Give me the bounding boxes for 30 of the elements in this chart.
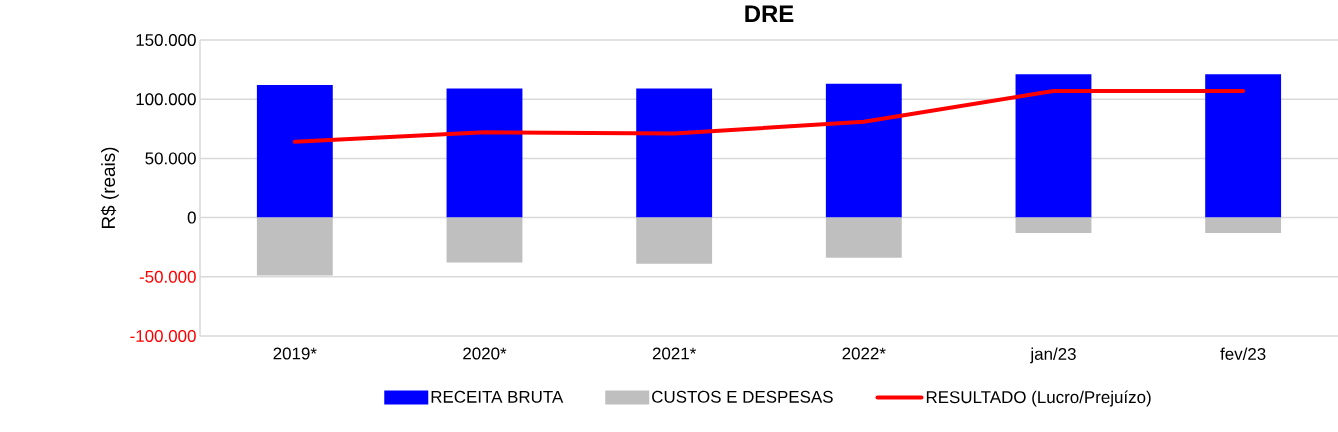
- x-tick-label: jan/23: [1029, 347, 1076, 364]
- x-tick-label: 2019*: [273, 347, 317, 360]
- legend-label: RESULTADO (Lucro/Prejuízo): [926, 390, 1151, 407]
- bar: [256, 84, 333, 218]
- x-tick-label: 2020*: [463, 347, 507, 360]
- bar: [825, 217, 902, 258]
- y-tick-label: 150.000: [136, 34, 196, 46]
- y-tick-label: 50.000: [145, 152, 196, 165]
- y-tick-label: -100.000: [130, 330, 196, 342]
- x-tick-label: 2022*: [842, 347, 886, 360]
- legend-label: RECEITA BRUTA: [431, 390, 564, 403]
- bar: [446, 88, 523, 218]
- bar: [1015, 74, 1092, 218]
- x-tick-label: 2021*: [652, 347, 697, 360]
- y-tick-label: 0: [187, 211, 196, 224]
- bar: [256, 217, 333, 276]
- bar: [636, 88, 713, 218]
- bar: [1205, 217, 1282, 233]
- y-axis-title: R$ (reais): [100, 147, 119, 228]
- bar: [825, 83, 902, 218]
- line-series: [292, 88, 1246, 144]
- legend-label: CUSTOS E DESPESAS: [652, 390, 833, 403]
- bar: [1205, 74, 1282, 218]
- bar: [636, 217, 713, 264]
- chart-title: DRE: [745, 5, 794, 22]
- x-tick-label: fev/23: [1220, 347, 1266, 360]
- bar: [1015, 217, 1092, 233]
- y-tick-label: 100.000: [136, 93, 196, 106]
- bar: [446, 217, 523, 263]
- y-tick-label: -50.000: [139, 270, 196, 283]
